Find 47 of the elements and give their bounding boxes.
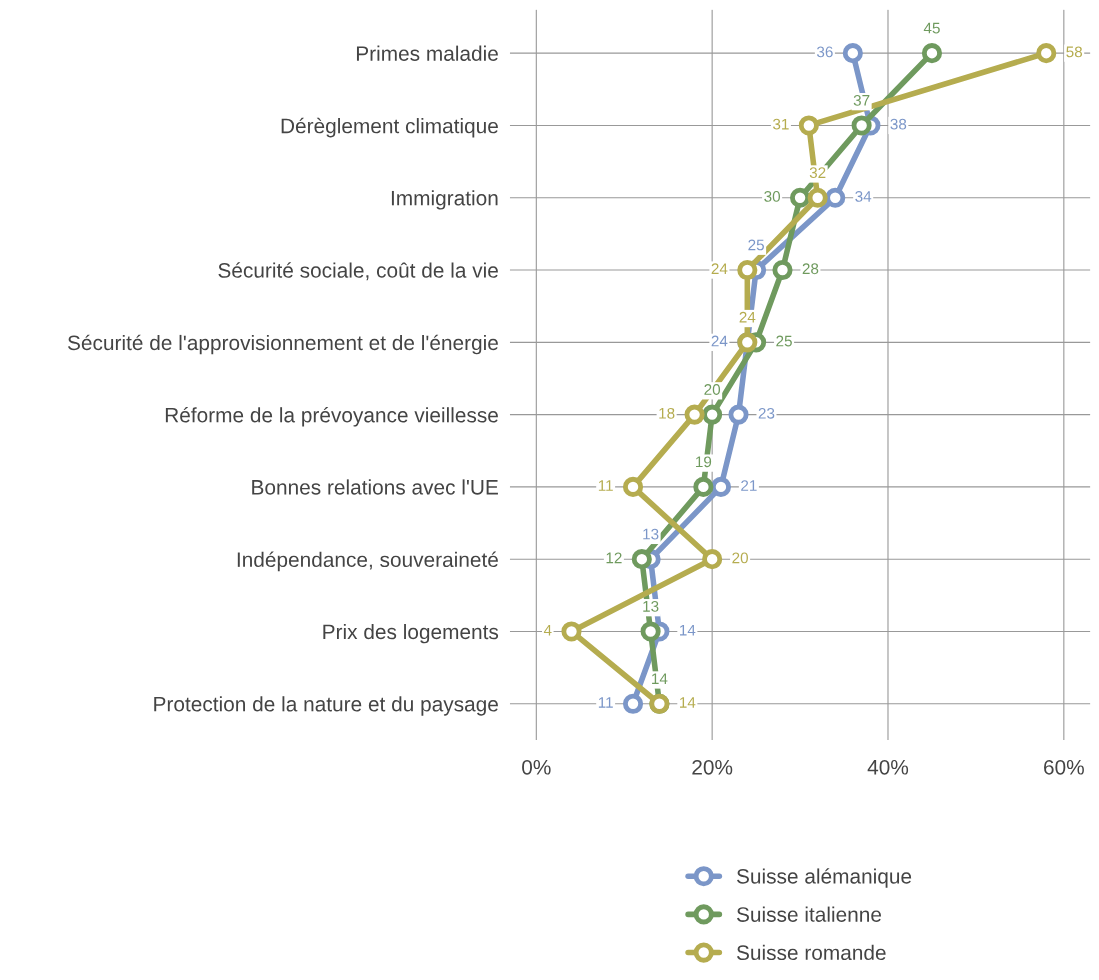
data-label: 13	[643, 600, 659, 612]
data-label: 24	[739, 311, 756, 323]
y-tick-label: Sécurité de l'approvisionnement et de l'énergie	[67, 334, 498, 355]
data-label: 21	[741, 480, 757, 491]
data-label: 37	[853, 94, 870, 106]
data-label: 11	[598, 697, 613, 708]
data-label: 24	[711, 335, 728, 347]
y-tick-label: Sécurité sociale, coût de la vie	[218, 262, 498, 281]
data-label: 11	[598, 480, 613, 491]
data-label: 24	[711, 263, 728, 274]
data-label: 36	[816, 46, 833, 58]
data-label: 25	[748, 239, 764, 251]
data-label: 58	[1066, 46, 1083, 58]
data-label: 19	[696, 456, 712, 468]
y-tick-label: Immigration	[391, 190, 498, 210]
data-label: 28	[802, 263, 819, 275]
data-label: 23	[758, 407, 775, 419]
data-label: 12	[606, 552, 622, 564]
legend-label: Suisse italienne	[736, 906, 882, 922]
legend-label: Suisse romande	[736, 944, 886, 961]
data-label: 30	[764, 191, 781, 202]
y-tick-label: Réforme de la prévoyance vieillesse	[165, 406, 498, 427]
x-tick-label: 40%	[867, 759, 909, 775]
data-label: 32	[809, 167, 826, 179]
data-label: 20	[704, 384, 721, 395]
data-label: 20	[732, 552, 748, 564]
data-label: 18	[659, 407, 675, 419]
y-tick-label: Protection de la nature et du paysage	[154, 696, 498, 716]
y-tick-label: Primes maladie	[356, 45, 498, 61]
data-label: 14	[652, 673, 668, 684]
data-label: 13	[643, 528, 659, 540]
y-tick-label: Bonnes relations avec l'UE	[252, 479, 498, 495]
data-label: 38	[890, 118, 907, 130]
legend-label: Suisse alémanique	[736, 868, 912, 888]
data-label: 45	[923, 22, 940, 34]
data-label: 34	[855, 191, 872, 202]
data-label: 14	[680, 624, 696, 636]
y-tick-label: Dérèglement climatique	[281, 117, 498, 138]
data-label: 31	[773, 118, 789, 130]
x-tick-label: 20%	[692, 759, 733, 775]
data-label: 4	[543, 624, 552, 636]
y-tick-label: Prix des logements	[323, 623, 499, 644]
x-tick-label: 0%	[522, 759, 551, 775]
x-tick-label: 60%	[1044, 759, 1084, 775]
data-label: 14	[680, 697, 696, 708]
y-tick-label: Indépendance, souveraineté	[237, 551, 498, 572]
data-label: 25	[776, 335, 792, 347]
